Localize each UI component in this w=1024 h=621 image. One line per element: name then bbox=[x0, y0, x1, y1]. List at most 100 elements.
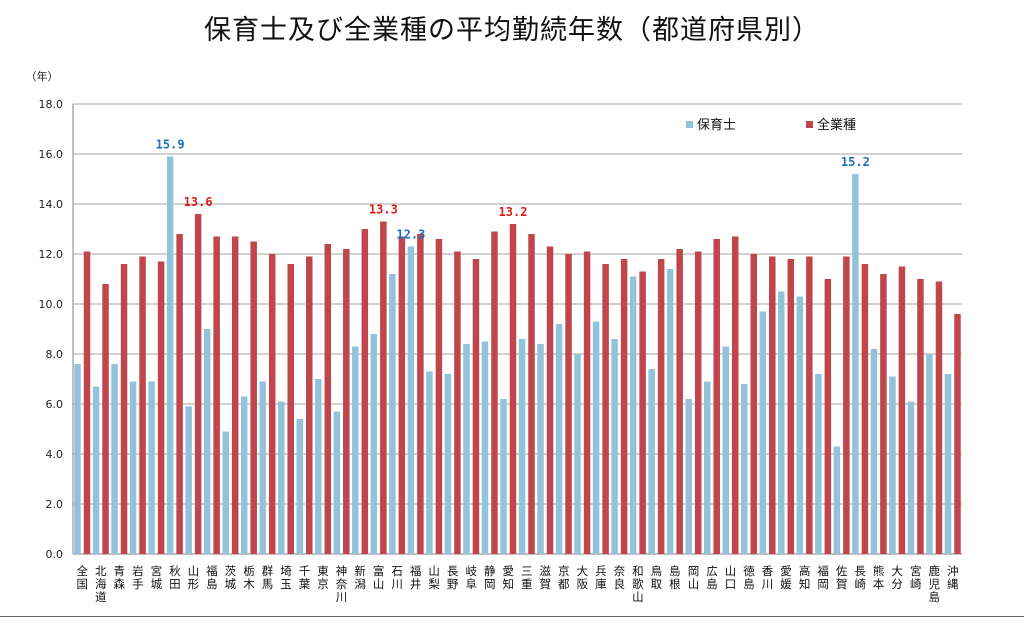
bar-hoikushi bbox=[277, 401, 285, 554]
bar-zengyoshu bbox=[880, 274, 887, 554]
y-tick-label: 12.0 bbox=[39, 248, 64, 261]
bar-zengyoshu bbox=[157, 261, 165, 554]
bar-hoikushi bbox=[518, 339, 526, 554]
x-tick-label-char: 鳥 bbox=[651, 564, 663, 578]
x-tick-label-char: 崎 bbox=[910, 577, 922, 591]
y-tick-label: 16.0 bbox=[39, 148, 64, 161]
bar-zengyoshu bbox=[620, 259, 628, 554]
x-tick-label-char: 本 bbox=[873, 577, 885, 591]
bar-hoikushi bbox=[370, 334, 378, 554]
x-tick-label-char: 媛 bbox=[780, 577, 792, 591]
x-tick-label-char: 川 bbox=[336, 590, 348, 604]
x-tick-label-char: 根 bbox=[669, 577, 681, 591]
bar-zengyoshu bbox=[954, 314, 961, 554]
y-tick-label: 2.0 bbox=[46, 498, 64, 511]
x-tick-label-char: 崎 bbox=[854, 577, 866, 591]
bar-hoikushi bbox=[481, 341, 489, 554]
x-tick-label-char: 長 bbox=[447, 564, 459, 578]
x-tick-label-char: 秋 bbox=[169, 564, 181, 578]
bar-zengyoshu bbox=[824, 279, 832, 554]
x-tick-label-char: 長 bbox=[854, 564, 866, 578]
bar-zengyoshu bbox=[694, 251, 702, 554]
x-tick-label-char: 山 bbox=[632, 590, 644, 604]
x-tick-label-char: 児 bbox=[928, 577, 940, 591]
x-tick-label-char: 岩 bbox=[132, 564, 144, 578]
x-tick-label-char: 国 bbox=[77, 577, 89, 591]
bar-zengyoshu bbox=[639, 271, 646, 554]
bar-zengyoshu bbox=[769, 256, 776, 554]
bar-zengyoshu bbox=[417, 234, 424, 554]
data-label: 15.2 bbox=[841, 155, 870, 169]
bar-hoikushi bbox=[222, 431, 229, 554]
bar-hoikushi bbox=[944, 374, 952, 554]
bar-hoikushi bbox=[240, 396, 248, 554]
bar-hoikushi bbox=[722, 346, 729, 554]
bar-hoikushi bbox=[426, 371, 433, 554]
bar-hoikushi bbox=[74, 364, 81, 554]
x-tick-label-char: 口 bbox=[725, 577, 737, 591]
x-tick-label-char: 沖 bbox=[947, 564, 959, 578]
x-tick-label-char: 愛 bbox=[780, 564, 792, 578]
bar-zengyoshu bbox=[861, 264, 869, 554]
bar-zengyoshu bbox=[935, 281, 943, 554]
chart-title: 保育士及び全業種の平均勤続年数（都道府県別） bbox=[204, 15, 820, 46]
x-tick-label-char: 愛 bbox=[502, 564, 514, 578]
x-tick-label-char: 重 bbox=[521, 577, 533, 591]
y-tick-label: 18.0 bbox=[39, 98, 64, 111]
x-tick-label-char: 知 bbox=[799, 577, 811, 591]
bar-zengyoshu bbox=[713, 239, 720, 554]
x-tick-label-char: 青 bbox=[114, 564, 126, 578]
x-tick-label-char: 三 bbox=[521, 564, 533, 578]
x-tick-label-char: 滋 bbox=[540, 564, 552, 578]
x-tick-label-char: 奈 bbox=[614, 564, 626, 578]
bar-zengyoshu bbox=[120, 264, 128, 554]
x-tick-label-char: 野 bbox=[447, 577, 459, 591]
x-tick-label-char: 川 bbox=[391, 577, 403, 591]
bar-zengyoshu bbox=[546, 246, 554, 554]
bottom-divider bbox=[0, 616, 1024, 617]
bar-zengyoshu bbox=[268, 254, 276, 554]
bar-hoikushi bbox=[296, 419, 304, 554]
bar-hoikushi bbox=[166, 156, 174, 554]
bar-hoikushi bbox=[759, 311, 767, 554]
data-label: 13.2 bbox=[499, 205, 528, 219]
bar-zengyoshu bbox=[231, 236, 239, 554]
bar-zengyoshu bbox=[250, 241, 257, 554]
x-tick-label-char: 山 bbox=[688, 577, 700, 591]
bar-hoikushi bbox=[703, 381, 711, 554]
bar-hoikushi bbox=[389, 274, 396, 554]
x-tick-label-char: 岡 bbox=[484, 577, 496, 591]
x-tick-label-char: 手 bbox=[132, 577, 144, 591]
x-tick-label-char: 岡 bbox=[817, 577, 829, 591]
bar-hoikushi bbox=[574, 354, 581, 554]
bar-zengyoshu bbox=[806, 256, 813, 554]
x-tick-label-char: 宮 bbox=[910, 564, 922, 578]
bar-hoikushi bbox=[537, 344, 544, 554]
bar-hoikushi bbox=[666, 269, 674, 554]
x-tick-label-char: 群 bbox=[262, 564, 274, 578]
x-tick-label-char: 北 bbox=[95, 564, 107, 578]
bar-hoikushi bbox=[444, 374, 452, 554]
x-tick-label-char: 島 bbox=[206, 577, 218, 591]
bar-hoikushi bbox=[592, 321, 600, 554]
bar-hoikushi bbox=[741, 384, 748, 554]
x-tick-label-char: 福 bbox=[817, 564, 829, 578]
data-label: 13.6 bbox=[184, 195, 213, 209]
data-label: 13.3 bbox=[369, 203, 398, 217]
x-tick-label-char: 静 bbox=[484, 564, 496, 578]
x-tick-label-char: 栃 bbox=[243, 564, 255, 578]
bar-hoikushi bbox=[185, 406, 192, 554]
bar-hoikushi bbox=[611, 339, 618, 554]
x-tick-label-char: 熊 bbox=[873, 564, 885, 578]
x-tick-label-char: 知 bbox=[502, 577, 514, 591]
x-tick-label-char: 新 bbox=[354, 564, 366, 578]
x-tick-label-char: 大 bbox=[577, 564, 589, 578]
x-tick-label-char: 潟 bbox=[354, 577, 366, 591]
bar-zengyoshu bbox=[565, 254, 572, 554]
x-tick-label-char: 島 bbox=[928, 590, 940, 604]
bar-hoikushi bbox=[407, 246, 415, 554]
bar-zengyoshu bbox=[583, 251, 591, 554]
bar-hoikushi bbox=[92, 386, 100, 554]
bar-zengyoshu bbox=[139, 256, 146, 554]
